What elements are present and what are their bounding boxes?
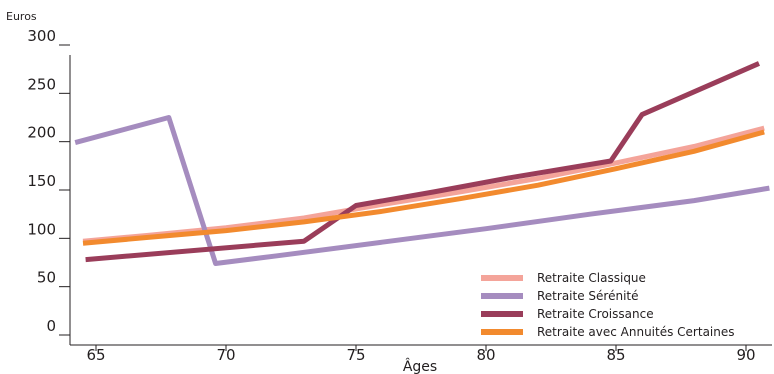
y-tick-label: 150	[27, 172, 56, 190]
x-tick-label: 65	[86, 346, 105, 364]
y-tick-label: 50	[37, 269, 56, 287]
x-tick-label: 75	[346, 346, 365, 364]
y-tick-label: 250	[27, 75, 56, 93]
legend-label-1: Retraite Classique	[537, 271, 646, 285]
series-line-4	[82, 129, 765, 246]
y-tick-label: 300	[27, 27, 56, 45]
series-line-2	[74, 115, 770, 266]
y-tick-label: 200	[27, 124, 56, 142]
chart-legend: Retraite Classique Retraite Sérénité Retra…	[481, 271, 735, 339]
y-axis-unit-label: Euros	[6, 10, 37, 23]
legend-label-3: Retraite Croissance	[537, 307, 654, 321]
x-tick-label: 90	[736, 346, 755, 364]
series-line-3	[85, 61, 761, 263]
series-line-1	[82, 125, 765, 244]
legend-label-2: Retraite Sérénité	[537, 289, 639, 303]
x-axis-label: Âges	[403, 357, 437, 374]
y-tick-label: 100	[27, 220, 56, 238]
legend-label-4: Retraite avec Annuités Certaines	[537, 325, 735, 339]
y-axis-ticks: 0 50 100 150 200 250 300	[27, 27, 70, 336]
y-tick-label: 0	[46, 317, 56, 335]
series-lines	[74, 61, 770, 266]
x-tick-label: 85	[606, 346, 625, 364]
x-tick-label: 70	[216, 346, 235, 364]
x-tick-label: 80	[476, 346, 495, 364]
x-axis-ticks: 65 70 75 80 85 90	[86, 345, 756, 364]
